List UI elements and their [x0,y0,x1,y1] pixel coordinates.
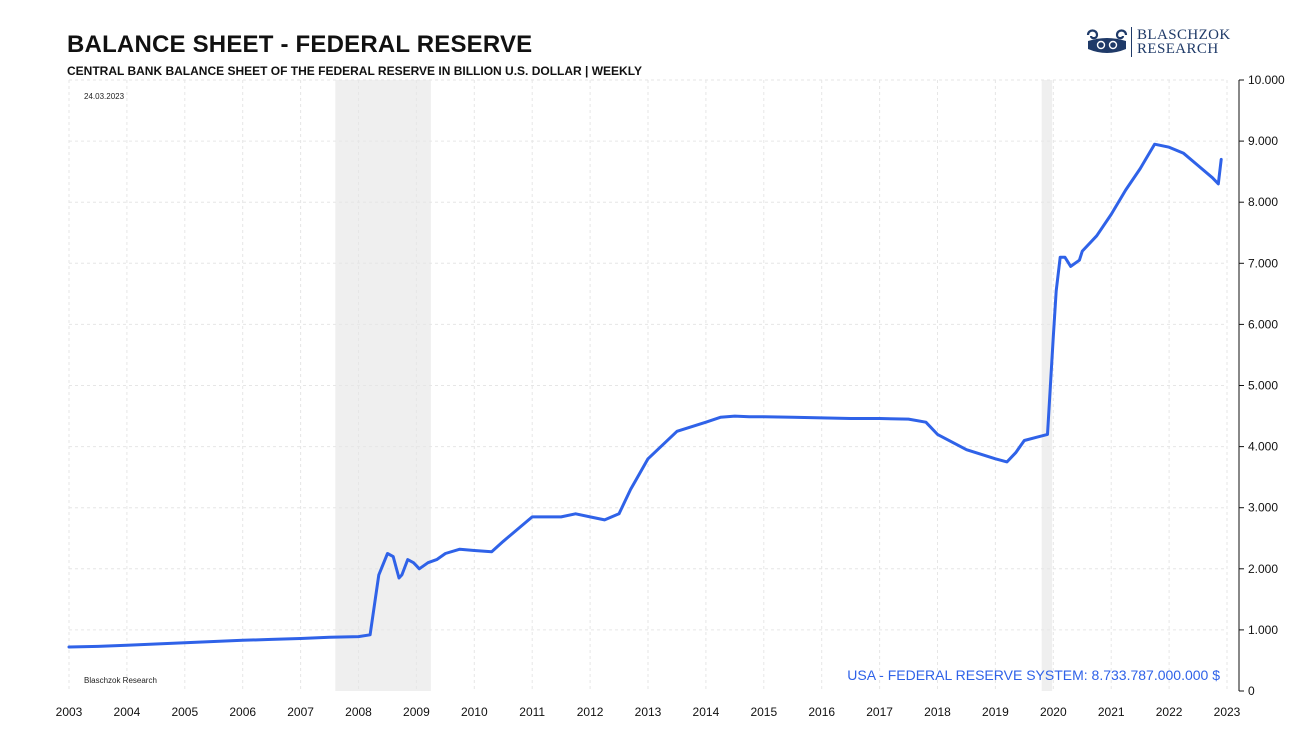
x-tick-label: 2012 [577,705,604,719]
x-tick-label: 2003 [56,705,83,719]
x-tick-label: 2015 [750,705,777,719]
y-tick-label: 1.000 [1248,623,1278,637]
date-label: 24.03.2023 [84,92,125,101]
logo-line2: RESEARCH [1137,41,1219,57]
x-tick-label: 2009 [403,705,430,719]
logo-line1: BLASCHZOK [1137,27,1231,43]
x-tick-label: 2011 [519,705,545,719]
logo-divider [1131,27,1132,57]
value-annotation: USA - FEDERAL RESERVE SYSTEM: 8.733.787.… [847,667,1220,683]
x-tick-label: 2020 [1040,705,1067,719]
x-tick-label: 2004 [114,705,141,719]
x-tick-label: 2019 [982,705,1009,719]
x-tick-label: 2014 [693,705,720,719]
x-tick-label: 2023 [1214,705,1241,719]
chart-title: BALANCE SHEET - FEDERAL RESERVE [67,31,533,58]
x-tick-label: 2013 [635,705,662,719]
y-tick-label: 10.000 [1248,73,1285,87]
x-tick-label: 2006 [229,705,256,719]
x-tick-label: 2008 [345,705,372,719]
x-tick-label: 2018 [924,705,951,719]
x-tick-label: 2021 [1098,705,1125,719]
chart-subtitle: CENTRAL BANK BALANCE SHEET OF THE FEDERA… [67,64,642,78]
x-tick-label: 2016 [808,705,835,719]
brand-logo: BLASCHZOK RESEARCH [1085,26,1231,58]
x-tick-label: 2005 [171,705,198,719]
y-tick-label: 4.000 [1248,440,1278,454]
x-tick-label: 2007 [287,705,314,719]
watermark-label: Blaschzok Research [84,676,157,685]
y-tick-label: 9.000 [1248,134,1278,148]
y-axis-ticks: 0 1.000 2.000 3.000 4.000 5.000 6.000 7.000 8.00… [1239,73,1285,698]
series-line [67,142,1223,649]
series-layer [67,142,1223,649]
logo-emblem-icon [1086,29,1128,53]
y-tick-label: 6.000 [1248,317,1278,331]
x-axis-ticks: 2003 2004 2005 2006 2007 2008 2009 2010 2011 2012… [56,705,1241,719]
recession-band-1 [1041,80,1053,691]
x-tick-label: 2022 [1156,705,1183,719]
y-tick-label: 0 [1248,684,1255,698]
x-tick-label: 2010 [461,705,488,719]
y-tick-label: 3.000 [1248,501,1278,515]
y-tick-label: 5.000 [1248,379,1278,393]
y-tick-label: 2.000 [1248,562,1278,576]
grid-layer [68,79,1228,691]
y-tick-label: 8.000 [1248,195,1278,209]
logo-wordmark: BLASCHZOK RESEARCH [1137,27,1231,57]
x-tick-label: 2017 [866,705,893,719]
y-tick-label: 7.000 [1248,256,1278,270]
